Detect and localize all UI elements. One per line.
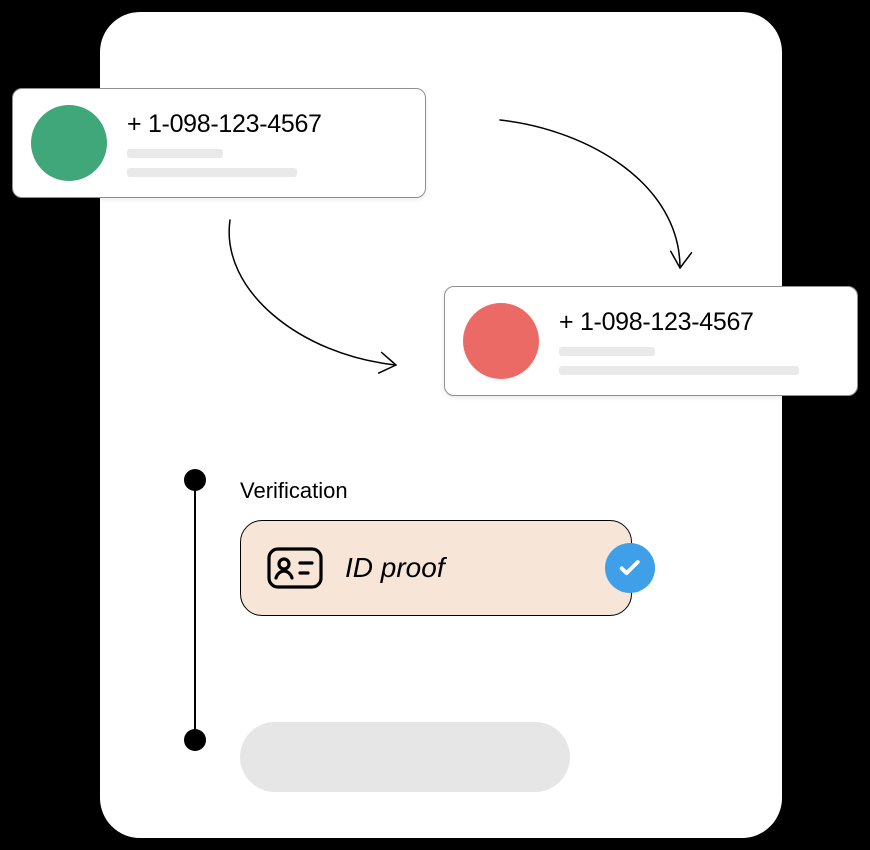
contact-card-source-skeleton-1 [127, 149, 223, 158]
contact-card-target-phone: + 1-098-123-4567 [559, 308, 799, 337]
avatar-green [31, 105, 107, 181]
arrow-right [500, 120, 680, 268]
arrow-right-head [670, 251, 692, 268]
timeline-dot-top [184, 469, 206, 491]
contact-card-source: + 1-098-123-4567 [12, 88, 426, 198]
contact-card-target-skeleton-2 [559, 366, 799, 375]
contact-card-target-skeleton-1 [559, 347, 655, 356]
id-card-icon [267, 547, 323, 589]
contact-card-source-skeleton-2 [127, 168, 297, 177]
id-proof-card: ID proof [240, 520, 632, 616]
contact-card-source-text: + 1-098-123-4567 [127, 110, 322, 177]
placeholder-pill [240, 722, 570, 792]
timeline-dot-bottom [184, 729, 206, 751]
contact-card-target: + 1-098-123-4567 [444, 286, 858, 396]
verified-check-badge [605, 543, 655, 593]
id-proof-label: ID proof [345, 552, 445, 584]
verification-label: Verification [240, 478, 348, 504]
contact-card-target-text: + 1-098-123-4567 [559, 308, 799, 375]
avatar-red [463, 303, 539, 379]
contact-card-source-phone: + 1-098-123-4567 [127, 110, 322, 139]
timeline-line [194, 491, 196, 751]
arrow-left [229, 220, 396, 365]
check-icon [616, 554, 644, 582]
